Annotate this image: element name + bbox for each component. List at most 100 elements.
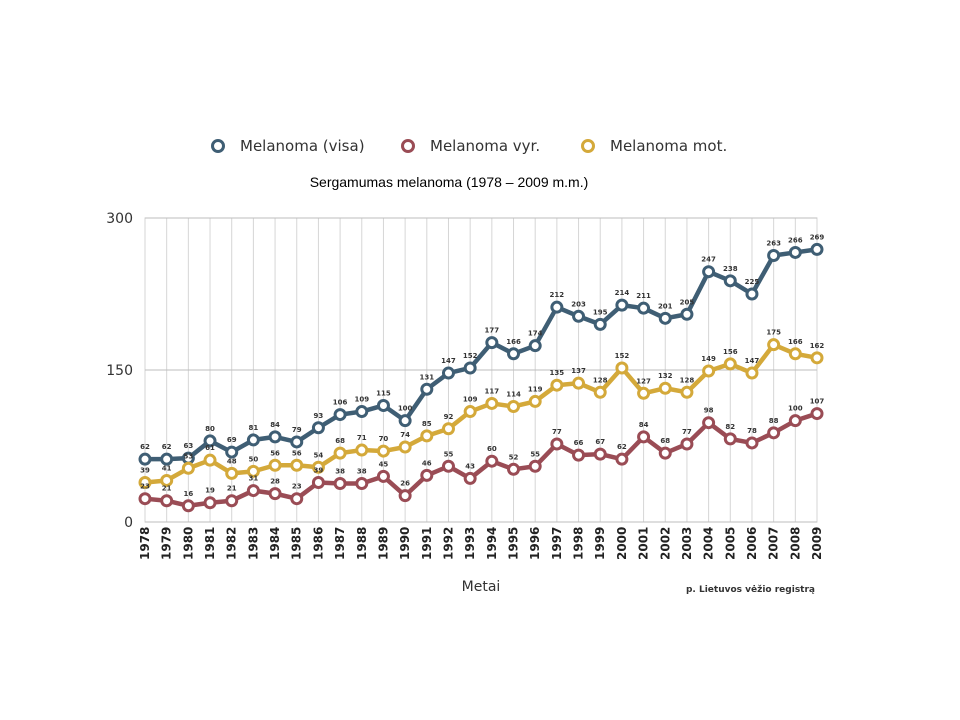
data-point [810,351,824,365]
data-point [225,466,239,480]
data-label: 28 [270,478,280,486]
data-label: 56 [270,449,280,457]
x-tick-label: 1979 [160,527,174,560]
data-point [463,361,477,375]
data-point [441,366,455,380]
data-label: 131 [419,373,434,381]
data-label: 60 [487,445,497,453]
data-label: 78 [747,427,757,435]
data-label: 82 [725,423,735,431]
data-point [572,309,586,323]
x-tick-label: 1988 [355,527,369,560]
y-tick-label: 150 [106,363,133,379]
data-label: 211 [636,292,651,300]
data-point [181,499,195,513]
data-point [745,436,759,450]
data-label: 74 [400,431,410,439]
data-label: 71 [357,434,367,442]
data-label: 106 [333,399,348,407]
data-point [398,440,412,454]
data-point [658,311,672,325]
x-tick-label: 1983 [246,527,260,560]
data-point [203,434,217,448]
data-label: 203 [571,300,586,308]
x-tick-label: 1982 [225,527,239,560]
data-label: 55 [444,450,454,458]
data-label: 166 [506,338,521,346]
data-label: 84 [639,421,649,429]
data-point [290,435,304,449]
data-label: 26 [400,480,410,488]
x-tick-label: 1997 [550,527,564,560]
data-point [138,475,152,489]
legend-marker [401,139,415,153]
data-label: 117 [485,387,500,395]
data-label: 67 [595,438,605,446]
x-tick-label: 1991 [420,527,434,560]
data-label: 56 [292,449,302,457]
data-point [788,414,802,428]
data-label: 43 [465,462,475,470]
data-point [376,469,390,483]
data-label: 98 [704,407,714,415]
data-point [463,405,477,419]
data-point [767,248,781,262]
data-label: 201 [658,302,673,310]
y-tick-label: 300 [106,211,133,227]
data-label: 77 [552,428,562,436]
data-point [225,494,239,508]
legend-label: Melanoma vyr. [430,137,540,155]
data-point [355,443,369,457]
data-point [528,339,542,353]
data-point [485,336,499,350]
data-point [528,394,542,408]
x-tick-label: 1993 [463,527,477,560]
data-point [420,382,434,396]
data-point [485,396,499,410]
data-point [311,421,325,435]
y-tick-label: 0 [124,515,133,531]
data-point [398,489,412,503]
legend-marker [211,139,225,153]
data-label: 266 [788,236,803,244]
x-tick-label: 2008 [788,527,802,560]
data-point [420,429,434,443]
data-point [723,432,737,446]
data-point [593,385,607,399]
data-point [441,422,455,436]
data-point [767,426,781,440]
data-point [745,287,759,301]
x-tick-label: 2004 [702,527,716,560]
data-label: 174 [528,330,543,338]
data-point [550,437,564,451]
data-label: 55 [530,450,540,458]
data-label: 63 [183,442,193,450]
data-label: 23 [140,483,150,491]
data-label: 247 [701,256,716,264]
data-point [225,445,239,459]
legend-marker [581,139,595,153]
data-label: 77 [682,428,692,436]
data-label: 50 [249,455,259,463]
data-label: 175 [766,329,781,337]
data-label: 269 [810,233,825,241]
data-point [290,458,304,472]
data-point [723,357,737,371]
x-tick-label: 1981 [203,527,217,560]
data-point [311,460,325,474]
data-point [528,459,542,473]
x-tick-label: 1987 [333,527,347,560]
data-labels: 62 62 63 80 69 81 84 79 93 106 109 115 100 131 147 152 1… [140,233,824,497]
data-point [268,430,282,444]
data-label: 79 [292,426,302,434]
data-point [246,433,260,447]
data-point [767,338,781,352]
data-point [637,430,651,444]
x-tick-label: 1990 [398,527,412,560]
x-tick-label: 1980 [181,527,195,560]
data-label: 70 [379,435,389,443]
data-label: 263 [766,239,781,247]
y-axis: 0 150 300 [106,211,133,531]
x-tick-label: 2007 [767,527,781,560]
data-label: 41 [162,464,172,472]
